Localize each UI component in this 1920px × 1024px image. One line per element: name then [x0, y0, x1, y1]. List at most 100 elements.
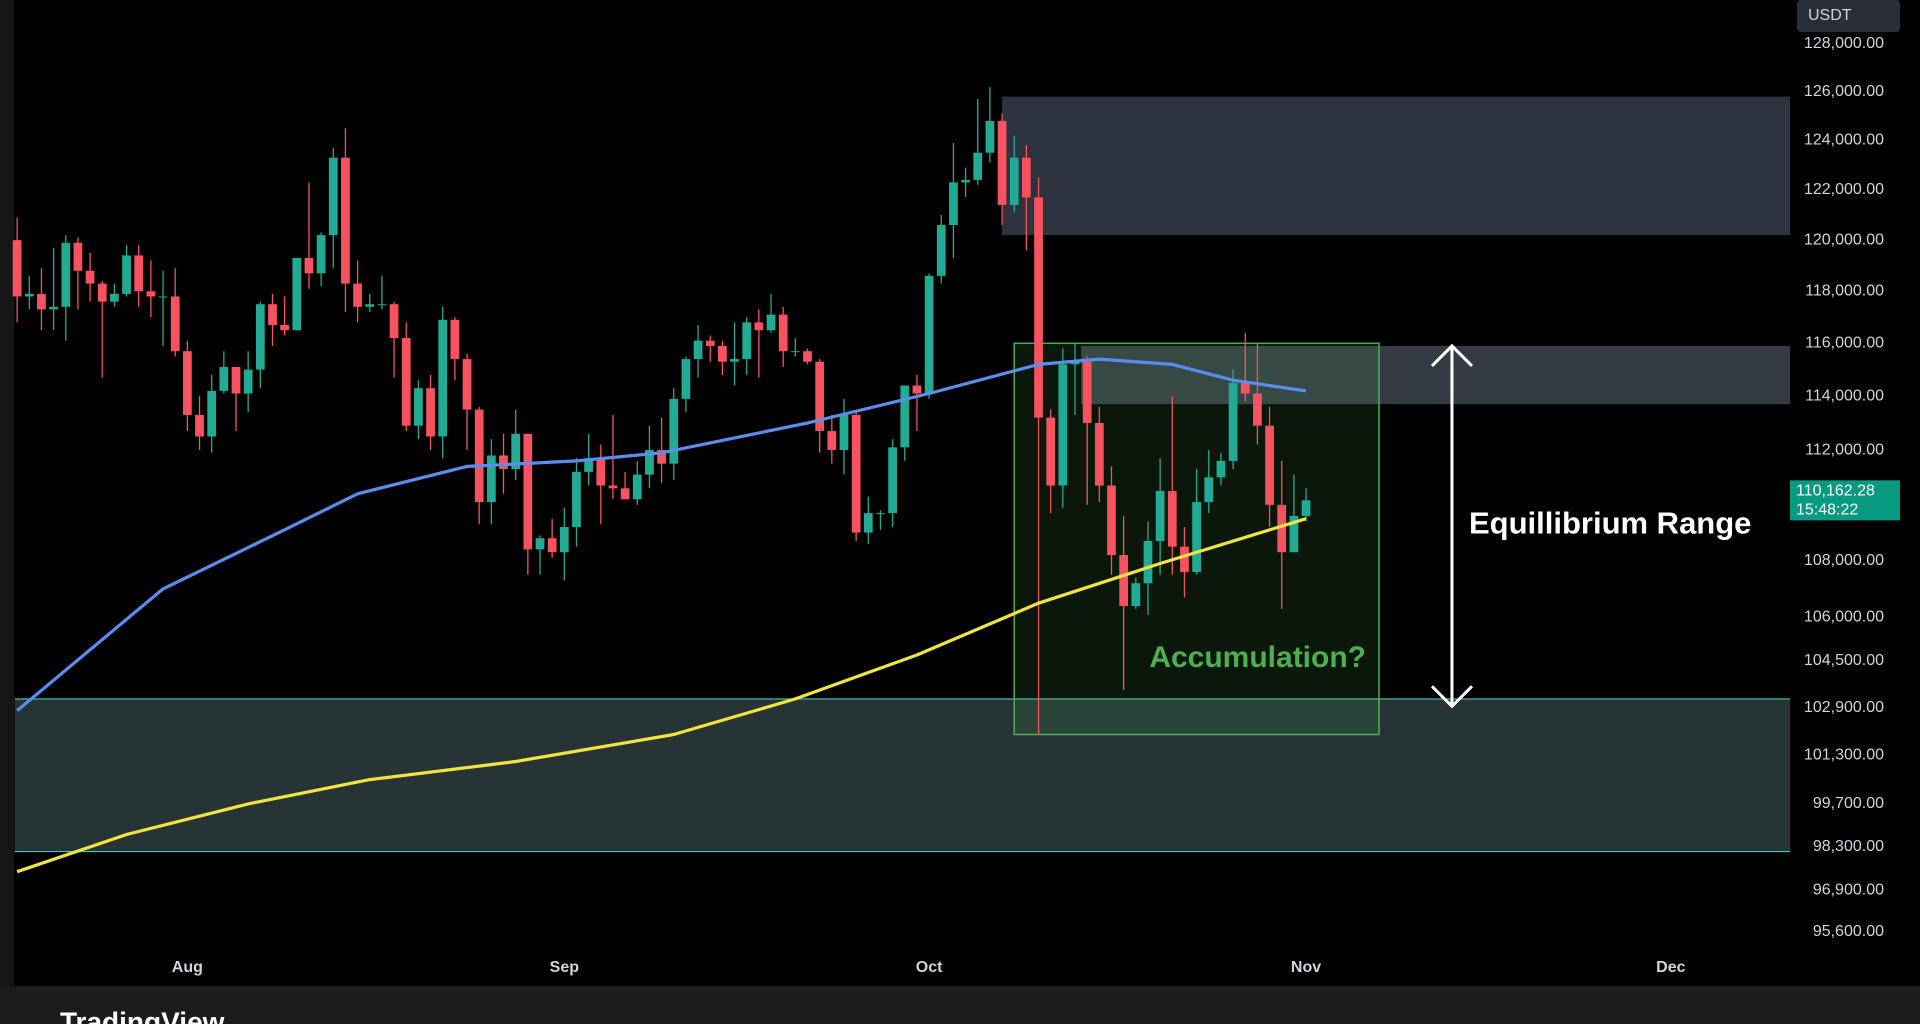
y-tick-label: 122,000.00 [1804, 181, 1884, 198]
x-tick-label: Nov [1291, 959, 1321, 976]
y-tick-label: 98,300.00 [1813, 838, 1884, 855]
candle-body [486, 455, 496, 503]
candle-body [888, 447, 897, 514]
y-tick-label: 96,900.00 [1813, 882, 1884, 899]
candle-body [304, 257, 314, 274]
candle-body [961, 179, 970, 183]
candle-body [1240, 382, 1250, 394]
candle-body [438, 319, 448, 437]
candle-body [924, 275, 934, 394]
candle-body [1046, 417, 1056, 486]
candle-body [766, 314, 776, 331]
candle-body [85, 270, 95, 284]
x-tick-label: Sep [550, 959, 580, 976]
candle-body [292, 257, 302, 331]
candle-body [97, 283, 107, 302]
candle-body [243, 369, 253, 394]
candle-body [231, 366, 241, 394]
candle-body [1167, 491, 1177, 547]
candle-body [742, 322, 752, 360]
candle-body [1228, 382, 1238, 461]
x-tick-label: Oct [916, 959, 943, 976]
candle-body [912, 385, 922, 394]
candle-body [1277, 504, 1287, 553]
last-price-label: 110,162.28 [1796, 483, 1875, 500]
candle-body [900, 385, 910, 448]
candle-body [1301, 500, 1311, 516]
candle-body [1070, 361, 1080, 365]
candle-body [705, 340, 715, 346]
candle-body [1204, 477, 1214, 503]
candle-body [681, 359, 691, 399]
y-tick-label: 106,000.00 [1804, 609, 1884, 626]
candle-body [1107, 485, 1116, 556]
arrow-head [1430, 685, 1474, 709]
y-tick-label: 102,900.00 [1804, 699, 1884, 716]
candle-body [1143, 541, 1153, 584]
candle-body [949, 182, 958, 226]
candle-body [608, 485, 618, 489]
y-tick-label: 116,000.00 [1805, 335, 1884, 352]
candle-body [1131, 583, 1141, 607]
zone [1081, 345, 1790, 405]
candle-body [499, 455, 508, 470]
candle-body [620, 488, 630, 500]
candle-body [219, 366, 229, 391]
candle-body [1155, 491, 1165, 542]
candle-body [49, 306, 58, 310]
candle-body [207, 390, 217, 437]
candle-body [839, 414, 849, 451]
candle-body [61, 242, 71, 307]
y-tick-label: 95,600.00 [1813, 923, 1884, 940]
candle-body [1216, 460, 1226, 478]
y-tick-label: 112,000.00 [1805, 441, 1884, 458]
candle-body [1253, 393, 1262, 426]
candle-body [450, 319, 460, 360]
candle-body [365, 304, 375, 307]
candle-body [535, 538, 545, 550]
candle-body [973, 152, 983, 180]
candle-body [863, 513, 873, 533]
candle-body [790, 351, 800, 353]
y-tick-label: 104,500.00 [1804, 652, 1884, 669]
candle-body [1192, 502, 1201, 572]
candle-body [1022, 157, 1031, 198]
candle-body [1119, 555, 1129, 607]
candle-body [511, 433, 521, 470]
y-tick-label: 118,000.00 [1805, 283, 1884, 300]
candle-body [827, 431, 837, 451]
countdown-label: 15:48:22 [1796, 502, 1858, 519]
arrow-head [1430, 343, 1474, 367]
accumulation-label: Accumulation? [1149, 641, 1366, 674]
y-tick-label: 99,700.00 [1813, 795, 1884, 812]
candle-body [693, 340, 703, 360]
candle-body [547, 538, 557, 553]
range-label: Equillibrium Range [1469, 505, 1751, 540]
candle-body [559, 527, 569, 553]
candle-body [37, 293, 46, 310]
currency-badge [1797, 0, 1900, 32]
candle-body [316, 235, 326, 274]
candle-body [328, 157, 338, 236]
candle-body [1265, 425, 1274, 505]
candle-body [657, 450, 666, 464]
candle-body [24, 293, 34, 297]
candle-body [669, 398, 679, 464]
candle-body [632, 474, 642, 500]
candle-body [803, 351, 812, 362]
brand-logo: TradingView [60, 1006, 225, 1024]
candle-body [341, 157, 350, 284]
candle-body [414, 388, 423, 426]
y-tick-label: 120,000.00 [1804, 231, 1884, 248]
y-tick-label: 101,300.00 [1804, 747, 1884, 764]
candle-body [985, 120, 995, 153]
candle-body [353, 283, 362, 307]
candle-body [718, 345, 727, 362]
candle-body [146, 291, 156, 297]
candle-body [730, 359, 739, 362]
candle-body [936, 225, 946, 276]
candle-body [255, 304, 265, 370]
currency-label: USDT [1808, 7, 1852, 24]
x-tick-label: Aug [172, 959, 203, 976]
candle-body [584, 458, 594, 472]
